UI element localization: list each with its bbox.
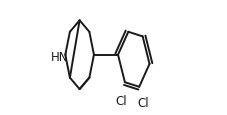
Text: Cl: Cl — [137, 96, 148, 109]
Text: Cl: Cl — [115, 94, 127, 107]
Text: HN: HN — [51, 51, 68, 64]
